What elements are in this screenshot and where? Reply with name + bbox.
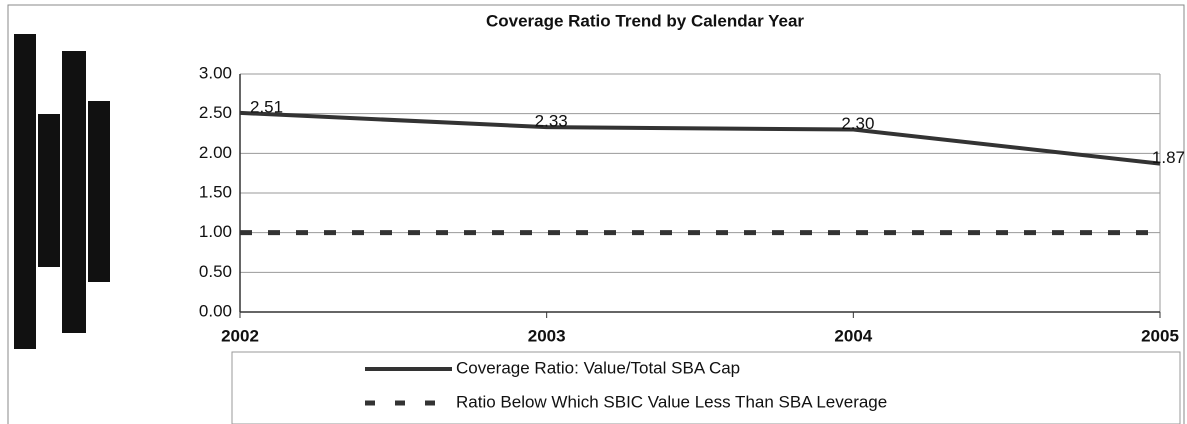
y-tick-label: 0.50 bbox=[199, 262, 232, 281]
y-tick-label: 2.50 bbox=[199, 103, 232, 122]
x-tick-label: 2004 bbox=[834, 326, 872, 345]
legend-label: Ratio Below Which SBIC Value Less Than S… bbox=[456, 392, 887, 411]
legend-box bbox=[231, 351, 1181, 424]
data-label: 2.33 bbox=[535, 112, 568, 131]
data-label: 2.51 bbox=[250, 97, 283, 116]
data-label: 2.30 bbox=[841, 114, 874, 133]
legend-label: Coverage Ratio: Value/Total SBA Cap bbox=[456, 358, 740, 377]
y-tick-label: 3.00 bbox=[199, 63, 232, 82]
y-tick-label: 2.00 bbox=[199, 143, 232, 162]
x-tick-label: 2003 bbox=[528, 326, 566, 345]
y-tick-label: 1.00 bbox=[199, 222, 232, 241]
x-tick-label: 2002 bbox=[221, 326, 259, 345]
x-tick-label: 2005 bbox=[1141, 326, 1179, 345]
y-tick-label: 0.00 bbox=[199, 301, 232, 320]
redaction-bar bbox=[62, 51, 86, 333]
chart-border bbox=[7, 4, 1185, 424]
y-tick-label: 1.50 bbox=[199, 182, 232, 201]
series-line bbox=[239, 110, 1161, 166]
redaction-bar bbox=[88, 101, 110, 282]
data-label: 1.87 bbox=[1152, 148, 1185, 167]
chart-title: Coverage Ratio Trend by Calendar Year bbox=[486, 11, 804, 30]
redaction-bar bbox=[14, 34, 36, 349]
redaction-bar bbox=[38, 114, 60, 267]
